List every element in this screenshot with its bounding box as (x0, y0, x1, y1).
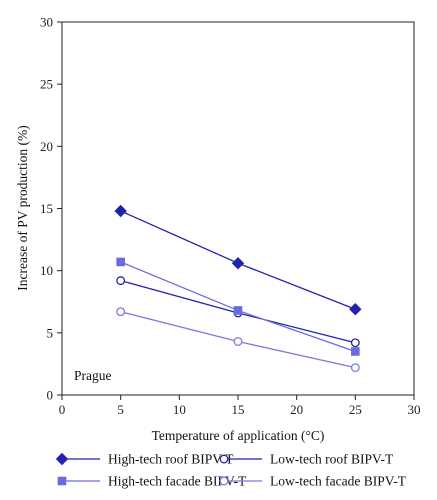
y-tick-label: 30 (40, 15, 53, 30)
y-tick-label: 15 (40, 201, 53, 216)
data-point (349, 303, 362, 316)
x-tick-label: 15 (232, 402, 245, 417)
x-tick-label: 0 (59, 402, 66, 417)
data-point (351, 347, 360, 356)
legend-label: Low-tech facade BIPV-T (270, 474, 407, 489)
legend: High-tech roof BIPV-T Low-tech roof BIPV-… (55, 452, 407, 489)
location-annotation: Prague (74, 368, 112, 383)
y-axis-title: Increase of PV production (%) (15, 125, 30, 290)
x-tick-label: 30 (408, 402, 421, 417)
y-tick-label: 10 (40, 263, 53, 278)
data-point (114, 204, 127, 218)
y-axis-ticks: 0 5 10 15 20 25 30 (40, 15, 62, 403)
x-tick-label: 5 (117, 402, 124, 417)
series-high-tech-roof-bipv-t (114, 204, 362, 316)
data-point (231, 256, 245, 270)
x-tick-label: 20 (290, 402, 303, 417)
legend-label: Low-tech roof BIPV-T (270, 452, 394, 467)
x-axis-title: Temperature of application (°C) (152, 428, 325, 443)
data-point (116, 257, 125, 267)
legend-item: Low-tech roof BIPV-T (219, 452, 394, 467)
x-tick-label: 25 (349, 402, 362, 417)
data-point (233, 337, 243, 346)
y-tick-label: 20 (40, 139, 53, 154)
data-point (116, 307, 126, 317)
series-high-tech-facade-bipv-t (116, 257, 360, 356)
y-tick-label: 5 (47, 325, 54, 340)
series-low-tech-facade-bipv-t (116, 307, 360, 373)
legend-swatch-marker (57, 476, 67, 486)
data-point (350, 363, 360, 373)
data-point (233, 306, 243, 315)
y-tick-label: 0 (47, 388, 54, 403)
legend-swatch-marker (219, 454, 229, 464)
x-tick-label: 10 (173, 402, 186, 417)
y-tick-label: 25 (40, 77, 53, 92)
data-point (350, 338, 360, 348)
legend-swatch-marker (219, 476, 229, 486)
data-point (116, 276, 126, 286)
legend-swatch-marker (55, 452, 69, 466)
legend-item: High-tech facade BIPV-T (57, 474, 247, 489)
series-layer (114, 204, 362, 373)
legend-item: Low-tech facade BIPV-T (219, 474, 407, 489)
legend-label: High-tech facade BIPV-T (108, 474, 247, 489)
legend-label: High-tech roof BIPV-T (108, 452, 234, 467)
x-axis-ticks: 0 5 10 15 20 25 30 (59, 395, 421, 417)
legend-item: High-tech roof BIPV-T (55, 452, 234, 467)
